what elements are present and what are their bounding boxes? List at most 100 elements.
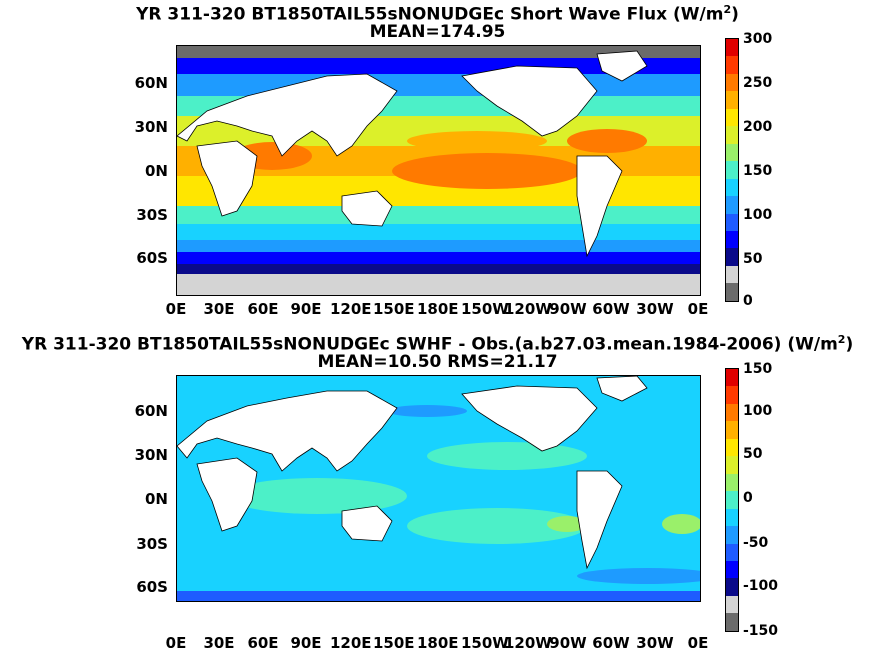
australia (341, 505, 393, 542)
lat-label: 30S (136, 535, 168, 553)
panel2-title: YR 311-320 BT1850TAIL55sNONUDGEc SWHF - … (21, 333, 854, 355)
greenland (596, 376, 648, 402)
colorbar-segment (726, 230, 738, 249)
colorbar-segment (726, 369, 738, 387)
lon-label: 30E (203, 634, 235, 652)
lon-label: 120W (504, 634, 552, 652)
colorbar-segment (726, 73, 738, 92)
lon-label: 0E (165, 634, 187, 652)
colorbar-segment (726, 613, 738, 631)
lon-label: 90W (549, 634, 587, 652)
colorbar-segment (726, 456, 738, 474)
south-america (576, 155, 623, 258)
lat-label: 0N (145, 490, 168, 508)
panel1-subtitle: MEAN=174.95 (369, 22, 506, 42)
east-pacific-max (392, 153, 582, 189)
colorbar-label: -50 (743, 535, 769, 551)
north-america (461, 385, 598, 452)
polar-band-south (177, 274, 700, 295)
lat-label: 60N (134, 402, 168, 420)
colorbar-segment (726, 560, 738, 579)
africa (196, 457, 258, 532)
panel1-map (176, 45, 701, 296)
north-america (461, 65, 598, 137)
lon-label: 150W (461, 634, 509, 652)
band-s-sub (177, 206, 700, 224)
panel2-map (176, 375, 701, 602)
polar-band-north (177, 46, 700, 58)
kuroshio-diff (387, 405, 467, 417)
greenland (596, 50, 648, 82)
lat-label: 60N (134, 74, 168, 92)
panel2-colorbar (725, 368, 739, 632)
lat-label: 60S (136, 578, 168, 596)
panel1-title: YR 311-320 BT1850TAIL55sNONUDGEc Short W… (136, 3, 739, 25)
colorbar-label: -100 (743, 578, 779, 594)
lat-label: 0N (145, 162, 168, 180)
peru-diff (547, 516, 587, 532)
south-america (576, 470, 623, 570)
colorbar-label: 100 (743, 403, 773, 419)
colorbar-label: 250 (743, 75, 773, 91)
indian-ocean-diff (227, 478, 407, 514)
colorbar-segment (726, 403, 738, 422)
colorbar-segment (726, 543, 738, 561)
south-pacific-diff (407, 508, 587, 544)
colorbar-segment (726, 283, 738, 301)
colorbar-segment (726, 196, 738, 214)
colorbar-segment (726, 143, 738, 162)
lon-label: 0E (687, 634, 709, 652)
lon-label: 0E (687, 300, 709, 318)
colorbar-label: 300 (743, 31, 773, 47)
colorbar-segment (726, 421, 738, 439)
colorbar-segment (726, 526, 738, 544)
lon-label: 0E (165, 300, 187, 318)
lon-label: 90E (290, 634, 322, 652)
colorbar-label: 200 (743, 119, 773, 135)
colorbar-label: -150 (743, 623, 779, 639)
colorbar-segment (726, 265, 738, 284)
lon-label: 120E (330, 634, 372, 652)
lon-label: 120E (330, 300, 372, 318)
lon-label: 30W (636, 300, 674, 318)
panel1-map-svg (177, 46, 700, 295)
colorbar-segment (726, 161, 738, 179)
southern-ocean-diff (577, 568, 700, 584)
colorbar-segment (726, 491, 738, 509)
lat-label: 60S (136, 249, 168, 267)
panel2-subtitle: MEAN=10.50 RMS=21.17 (317, 352, 558, 372)
lon-label: 60W (592, 634, 630, 652)
band-s-mid2 (177, 240, 700, 252)
colorbar-segment (726, 438, 738, 457)
lon-label: 150E (373, 634, 415, 652)
atlantic-max (567, 129, 647, 153)
band-s-polar (177, 264, 700, 274)
lon-label: 30E (203, 300, 235, 318)
land-masses (177, 50, 648, 258)
colorbar-segment (726, 473, 738, 492)
colorbar-label: 50 (743, 446, 763, 462)
colorbar-segment (726, 56, 738, 74)
namibia-diff (662, 514, 700, 534)
band-s-subpolar (177, 252, 700, 264)
lon-label: 30W (636, 634, 674, 652)
panel1-colorbar (725, 38, 739, 302)
colorbar-label: 150 (743, 361, 773, 377)
lon-label: 90W (549, 300, 587, 318)
colorbar-label: 100 (743, 207, 773, 223)
panel2-map-svg (177, 376, 700, 601)
land-masses (177, 376, 648, 570)
colorbar-segment (726, 91, 738, 109)
lon-label: 180E (417, 634, 459, 652)
lon-label: 120W (504, 300, 552, 318)
colorbar-segment (726, 178, 738, 197)
antarctic-edge (177, 591, 700, 601)
africa (196, 140, 258, 217)
colorbar-segment (726, 108, 738, 127)
lon-label: 60E (247, 300, 279, 318)
north-pacific-high (407, 131, 547, 151)
australia (341, 190, 393, 227)
lon-label: 90E (290, 300, 322, 318)
colorbar-label: 50 (743, 251, 763, 267)
band-s-mid (177, 224, 700, 240)
